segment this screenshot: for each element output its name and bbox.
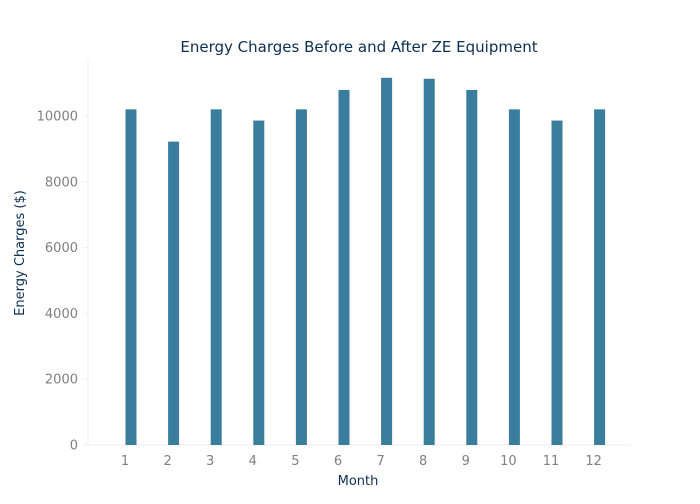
bar-month-6 <box>338 89 350 445</box>
y-tick-label: 4000 <box>45 307 78 322</box>
bars-group <box>125 77 606 446</box>
x-axis-title: Month <box>338 474 379 489</box>
x-tick-label: 9 <box>462 454 470 469</box>
x-tick-label: 10 <box>500 454 517 469</box>
x-tick-label: 2 <box>163 454 171 469</box>
bar-month-5 <box>295 109 307 446</box>
x-tick-label: 3 <box>206 454 214 469</box>
y-tick-label: 6000 <box>45 241 78 256</box>
x-tick-label: 7 <box>376 454 384 469</box>
x-tick-label: 12 <box>585 454 602 469</box>
x-tick-label: 1 <box>121 454 129 469</box>
bar-month-3 <box>210 109 222 446</box>
bar-month-12 <box>594 109 606 446</box>
bar-month-11 <box>551 120 563 446</box>
x-ticks: 1 2 3 4 5 6 7 8 9 10 11 12 <box>121 454 602 469</box>
x-tick-label: 5 <box>291 454 299 469</box>
bar-month-10 <box>508 109 520 446</box>
y-tick-label: 0 <box>70 439 78 454</box>
y-tick-label: 10000 <box>37 109 78 124</box>
y-tick-label: 8000 <box>45 175 78 190</box>
x-tick-label: 4 <box>249 454 257 469</box>
bar-month-7 <box>381 77 393 446</box>
bar-month-1 <box>125 109 137 446</box>
y-axis-title: Energy Charges ($) <box>13 190 28 316</box>
y-tick-label: 2000 <box>45 373 78 388</box>
chart-title: Energy Charges Before and After ZE Equip… <box>180 38 537 56</box>
x-tick-label: 11 <box>543 454 560 469</box>
x-tick-label: 6 <box>334 454 342 469</box>
bar-month-8 <box>423 78 435 445</box>
y-ticks: 0 2000 4000 6000 8000 10000 <box>37 109 88 454</box>
x-tick-label: 8 <box>419 454 427 469</box>
bar-month-2 <box>168 141 180 446</box>
bar-month-9 <box>466 89 478 445</box>
bar-month-4 <box>253 120 265 446</box>
